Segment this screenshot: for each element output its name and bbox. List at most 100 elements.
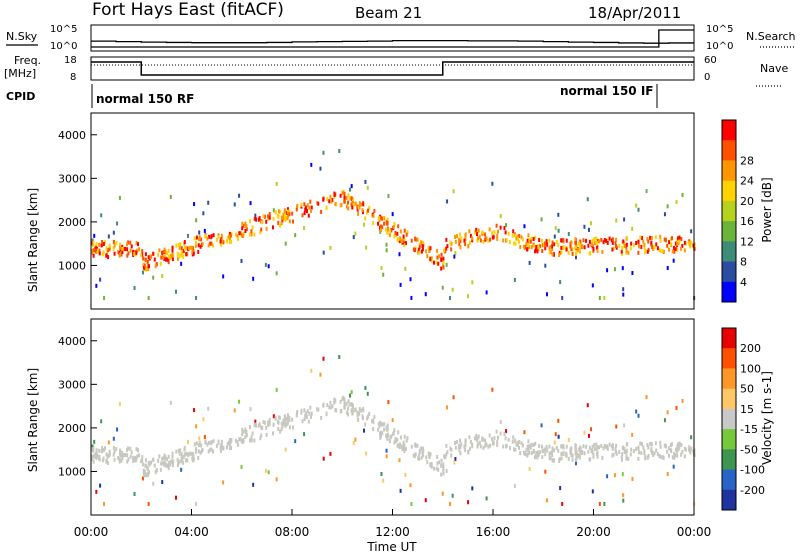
velocity-point (692, 449, 695, 454)
velocity-point (534, 455, 537, 460)
power-point (96, 248, 99, 253)
power-point (338, 149, 341, 154)
power-point (129, 240, 132, 245)
velocity-point (663, 418, 666, 423)
velocity-point (512, 435, 515, 440)
power-point (598, 295, 601, 300)
velocity-point (388, 439, 391, 444)
power-point (161, 250, 164, 255)
velocity-point (386, 436, 389, 441)
velocity-point (522, 450, 525, 455)
power-point (350, 184, 353, 189)
power-point (525, 241, 528, 246)
velocity-point (623, 446, 626, 451)
power-point (493, 230, 496, 235)
power-point (171, 245, 174, 250)
power-point (169, 253, 172, 258)
velocity-point (285, 416, 288, 421)
velocity-point (91, 454, 94, 459)
velocity-point (554, 432, 557, 437)
velocity-point (217, 440, 220, 445)
power-point (678, 235, 681, 240)
power-point (629, 246, 632, 251)
noise-panel: N.Sky 10^5 10^0 10^5 10^0 N.Search (6, 24, 796, 52)
power-point (567, 231, 570, 236)
velocity-point (233, 408, 236, 413)
velocity-point (467, 500, 470, 505)
power-point (585, 238, 588, 243)
power-point (92, 241, 95, 246)
power-point (579, 243, 582, 248)
velocity-point (626, 442, 629, 447)
power-point (452, 189, 455, 194)
power-point (294, 233, 297, 238)
power-point (438, 254, 441, 259)
power-point (98, 251, 101, 256)
power-point (202, 211, 205, 216)
velocity-point (208, 440, 211, 445)
velocity-point (655, 448, 658, 453)
velocity-point (121, 456, 124, 461)
power-point (333, 191, 336, 196)
velocity-point (277, 426, 280, 431)
power-point (116, 221, 119, 226)
velocity-point (454, 457, 457, 462)
velocity-point (675, 405, 678, 410)
power-point (342, 189, 345, 194)
velocity-point (490, 437, 493, 442)
velocity-point (570, 446, 573, 451)
velocity-point (583, 451, 586, 456)
power-point (360, 202, 363, 207)
y-tick-label: 3000 (58, 378, 86, 391)
power-point (146, 259, 149, 264)
velocity-point (387, 433, 390, 438)
power-point (523, 224, 526, 229)
velocity-point (192, 455, 195, 460)
power-point (613, 267, 616, 272)
velocity-point (600, 443, 603, 448)
velocity-point (459, 445, 462, 450)
power-point (133, 285, 136, 290)
power-point (187, 246, 190, 251)
velocity-point (364, 385, 367, 390)
colorbar-tick-label: -50 (740, 443, 758, 456)
power-point (206, 236, 209, 241)
velocity-point (646, 443, 649, 448)
power-point (113, 251, 116, 256)
velocity-point (147, 461, 150, 466)
power-point (514, 233, 517, 238)
velocity-point (664, 443, 667, 448)
velocity-point (135, 447, 138, 452)
power-point (414, 236, 417, 241)
velocity-point (454, 445, 457, 450)
power-point (406, 230, 409, 235)
velocity-point (587, 449, 590, 454)
velocity-point (136, 454, 139, 459)
power-point (598, 239, 601, 244)
power-point (263, 214, 266, 219)
velocity-point (586, 403, 589, 408)
velocity-point (669, 448, 672, 453)
velocity-point (265, 432, 268, 437)
velocity-point (416, 443, 419, 448)
power-point (615, 237, 618, 242)
beam-label: Beam 21 (355, 4, 422, 22)
power-point (622, 292, 625, 297)
power-point (283, 209, 286, 214)
velocity-point (319, 372, 322, 377)
power-point (426, 254, 429, 259)
velocity-point (640, 450, 643, 455)
velocity-point (380, 471, 383, 476)
power-point (560, 238, 563, 243)
velocity-point (450, 447, 453, 452)
velocity-point (539, 450, 542, 455)
velocity-point (360, 408, 363, 413)
velocity-point (296, 409, 299, 414)
power-point (512, 229, 515, 234)
power-point (637, 207, 640, 212)
velocity-point (179, 448, 182, 453)
velocity-point (595, 442, 598, 447)
power-point (475, 227, 478, 232)
power-point (291, 211, 294, 216)
velocity-point (143, 469, 146, 474)
